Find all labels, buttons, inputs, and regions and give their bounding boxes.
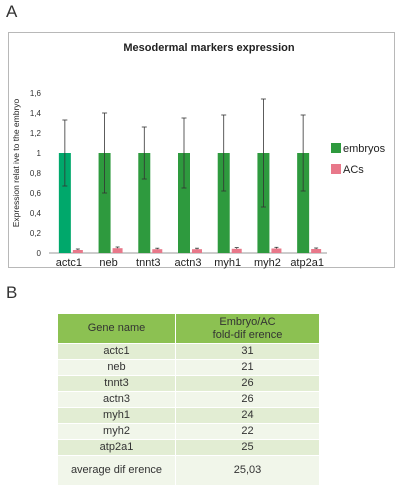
y-tick-label: 0,8: [30, 169, 42, 178]
bar-embryos-neb: [98, 153, 111, 253]
gene-cell: actc1: [58, 343, 176, 360]
gene-cell: atp2a1: [58, 439, 176, 456]
bar-embryos-actc1: [58, 153, 71, 253]
header-fold-difference: Embryo/AC fold-dif erence: [175, 314, 320, 344]
x-tick-label: myh2: [254, 257, 281, 269]
bar-embryos-myh1: [217, 153, 230, 253]
gene-cell: myh1: [58, 407, 176, 424]
panel-b-label: B: [6, 283, 18, 302]
table-header-row: Gene name Embryo/AC fold-dif erence: [58, 314, 320, 344]
gene-cell: myh2: [58, 423, 176, 440]
average-label-cell: average dif erence: [58, 455, 176, 485]
x-tick-label: neb: [99, 257, 117, 269]
fold-cell: 26: [175, 375, 320, 392]
y-tick-label: 1,2: [30, 129, 42, 138]
legend-swatch-acs: [331, 164, 341, 174]
bar-acs-myh1: [231, 248, 242, 253]
fold-difference-table: Gene name Embryo/AC fold-dif erence actc…: [58, 314, 320, 485]
bar-chart: Mesodermal markers expression Expression …: [8, 32, 395, 269]
table-row: actn3 26: [58, 391, 320, 408]
x-tick-label: tnnt3: [136, 257, 160, 269]
average-value-cell: 25,03: [175, 455, 320, 485]
x-tick-label: myh1: [214, 257, 241, 269]
y-axis-title: Expression relat ive to the embryo: [11, 98, 21, 227]
x-tick-label: actn3: [175, 257, 202, 269]
fold-cell: 26: [175, 391, 320, 408]
table-row: neb 21: [58, 359, 320, 376]
bar-acs-actn3: [192, 249, 202, 253]
bar-embryos-actn3: [178, 153, 190, 253]
fold-cell: 31: [175, 343, 320, 360]
legend-swatch-embryos: [331, 143, 341, 153]
y-tick-label: 0,2: [30, 229, 42, 238]
chart-canvas: Mesodermal markers expression Expression …: [11, 42, 386, 269]
table-row: atp2a1 25: [58, 439, 320, 456]
y-tick-label: 0: [37, 249, 42, 258]
y-tick-label: 1: [37, 149, 42, 158]
legend-label-acs: ACs: [343, 164, 364, 176]
panel-a-label: A: [6, 2, 18, 21]
y-tick-label: 1,4: [30, 109, 42, 118]
bar-acs-neb: [112, 248, 123, 253]
fold-cell: 25: [175, 439, 320, 456]
y-tick-label: 1,6: [30, 89, 42, 98]
y-tick-label: 0,6: [30, 189, 42, 198]
chart-title: Mesodermal markers expression: [123, 42, 294, 54]
table-row: actc1 31: [58, 343, 320, 360]
y-tick-label: 0,4: [30, 209, 42, 218]
x-tick-label: actc1: [56, 257, 82, 269]
gene-cell: neb: [58, 359, 176, 376]
gene-cell: actn3: [58, 391, 176, 408]
header-gene-name: Gene name: [58, 314, 176, 344]
fold-cell: 21: [175, 359, 320, 376]
x-tick-label: atp2a1: [290, 257, 324, 269]
table-row: myh1 24: [58, 407, 320, 424]
bar-acs-tnnt3: [152, 249, 163, 253]
fold-cell: 22: [175, 423, 320, 440]
bar-embryos-tnnt3: [138, 153, 151, 253]
fold-cell: 24: [175, 407, 320, 424]
bar-acs-atp2a1: [311, 249, 322, 253]
bar-acs-actc1: [72, 250, 83, 253]
table-row: tnnt3 26: [58, 375, 320, 392]
table-average-row: average dif erence 25,03: [58, 455, 320, 485]
table-row: myh2 22: [58, 423, 320, 440]
legend-label-embryos: embryos: [343, 143, 386, 155]
gene-cell: tnnt3: [58, 375, 176, 392]
bar-acs-myh2: [271, 248, 282, 253]
bar-embryos-atp2a1: [297, 153, 310, 253]
